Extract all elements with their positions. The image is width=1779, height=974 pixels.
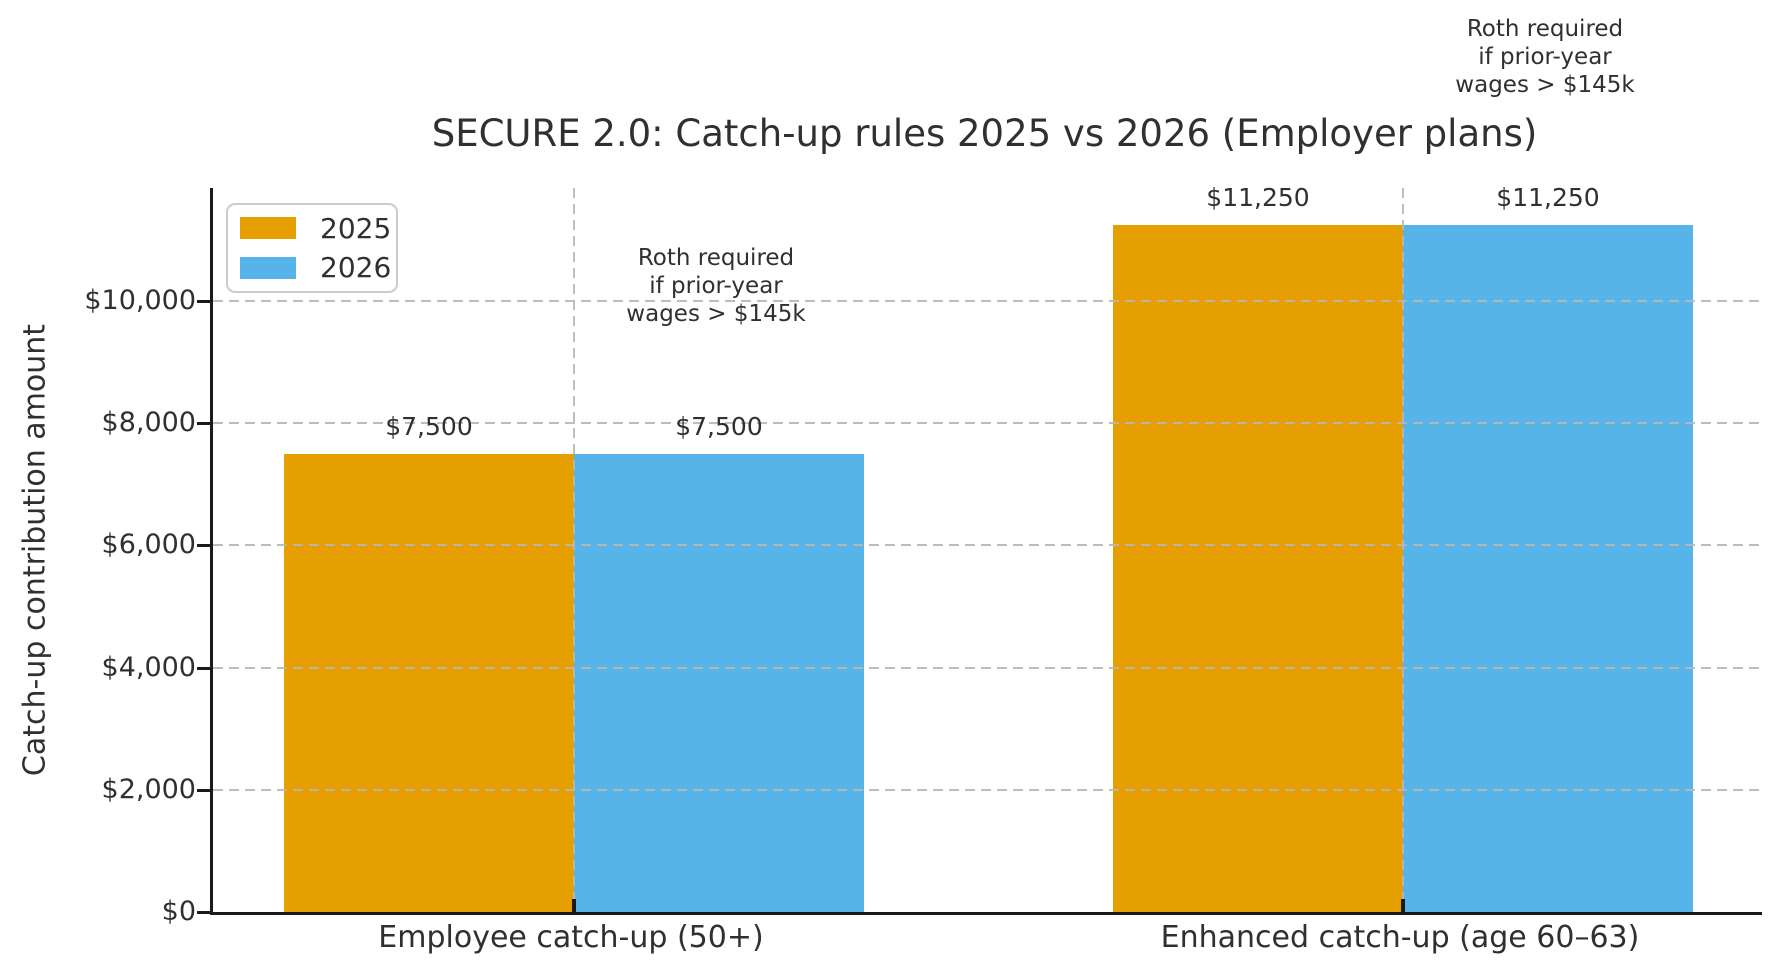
gridline-x-category-0 [573, 188, 575, 912]
y-tick-mark-10000 [197, 300, 210, 304]
y-tick-mark-4000 [197, 666, 210, 670]
plot-area: $7,500 $11,250 $7,500 $11,250 [210, 183, 1762, 915]
annotation-roth-required-0: Roth required if prior-year wages > $145… [626, 245, 806, 327]
bar-2025-category-0 [284, 453, 574, 912]
gridline-x-category-1 [1402, 188, 1404, 912]
gridline-y-6000 [213, 544, 1762, 547]
x-tick-label-1: Enhanced catch-up (age 60–63) [1160, 920, 1640, 955]
y-tick-label-0: $0 [161, 896, 196, 927]
y-tick-mark-0 [197, 911, 210, 914]
chart-title: SECURE 2.0: Catch-up rules 2025 vs 2026 … [431, 112, 1538, 155]
legend-label-2025: 2025 [320, 211, 392, 245]
bar-value-label: $11,250 [1496, 182, 1600, 212]
y-tick-label-8000: $8,000 [101, 407, 196, 439]
bar-value-label: $7,500 [385, 411, 473, 441]
y-tick-label-2000: $2,000 [101, 773, 196, 805]
legend-item-2025: 2025 [240, 212, 391, 245]
x-tick-mark-1 [1401, 899, 1405, 912]
y-tick-mark-2000 [197, 788, 210, 792]
x-tick-label-0: Employee catch-up (50+) [378, 920, 764, 955]
legend-item-2026: 2026 [240, 251, 391, 284]
y-tick-mark-6000 [197, 544, 210, 548]
bar-value-label: $7,500 [675, 411, 763, 441]
gridline-y-8000 [213, 422, 1762, 425]
gridline-y-2000 [213, 788, 1762, 791]
bar-2026-category-1 [1403, 224, 1693, 912]
bar-2025-category-1 [1113, 224, 1403, 912]
bar-value-label: $11,250 [1206, 182, 1310, 212]
x-tick-mark-0 [572, 899, 576, 912]
y-tick-label-10000: $10,000 [84, 285, 196, 317]
y-tick-label-4000: $4,000 [101, 651, 196, 683]
annotation-roth-required-1: Roth required if prior-year wages > $145… [1455, 16, 1635, 98]
y-tick-mark-8000 [197, 422, 210, 426]
legend: 2025 2026 [226, 203, 398, 293]
gridline-y-4000 [213, 666, 1762, 669]
y-tick-label-6000: $6,000 [101, 529, 196, 561]
legend-swatch-2025 [240, 217, 296, 240]
legend-swatch-2026 [240, 256, 296, 279]
gridline-y-10000 [213, 300, 1762, 303]
bar-2026-category-0 [574, 453, 864, 912]
legend-label-2026: 2026 [320, 251, 392, 285]
